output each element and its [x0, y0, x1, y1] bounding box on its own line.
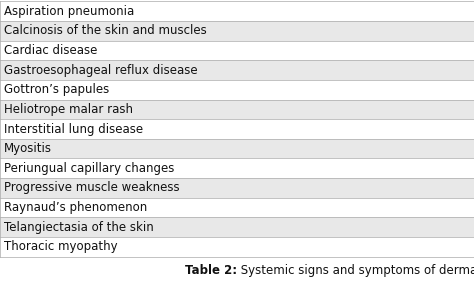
Text: Table 2:: Table 2: [185, 263, 237, 277]
Bar [0, 237, 474, 257]
Bar [0, 198, 474, 217]
Bar [0, 60, 474, 80]
Text: Myositis: Myositis [4, 142, 52, 155]
Bar [0, 178, 474, 198]
Text: Calcinosis of the skin and muscles: Calcinosis of the skin and muscles [4, 24, 207, 37]
Bar [0, 217, 474, 237]
Text: Heliotrope malar rash: Heliotrope malar rash [4, 103, 133, 116]
Text: Gottron’s papules: Gottron’s papules [4, 83, 109, 96]
Bar [0, 41, 474, 60]
Bar [0, 1, 474, 21]
Bar [0, 119, 474, 139]
Text: Gastroesophageal reflux disease: Gastroesophageal reflux disease [4, 64, 197, 77]
Bar [0, 80, 474, 100]
Text: Progressive muscle weakness: Progressive muscle weakness [4, 181, 180, 194]
Bar [0, 139, 474, 158]
Text: Systemic signs and symptoms of dermatomyositis.: Systemic signs and symptoms of dermatomy… [237, 263, 474, 277]
Bar [0, 21, 474, 41]
Text: Raynaud’s phenomenon: Raynaud’s phenomenon [4, 201, 147, 214]
Text: Aspiration pneumonia: Aspiration pneumonia [4, 5, 134, 18]
Bar [0, 158, 474, 178]
Text: Cardiac disease: Cardiac disease [4, 44, 97, 57]
Bar [0, 100, 474, 119]
Text: Interstitial lung disease: Interstitial lung disease [4, 122, 143, 136]
Text: Telangiectasia of the skin: Telangiectasia of the skin [4, 221, 154, 234]
Text: Thoracic myopathy: Thoracic myopathy [4, 240, 118, 253]
Text: Periungual capillary changes: Periungual capillary changes [4, 162, 174, 175]
